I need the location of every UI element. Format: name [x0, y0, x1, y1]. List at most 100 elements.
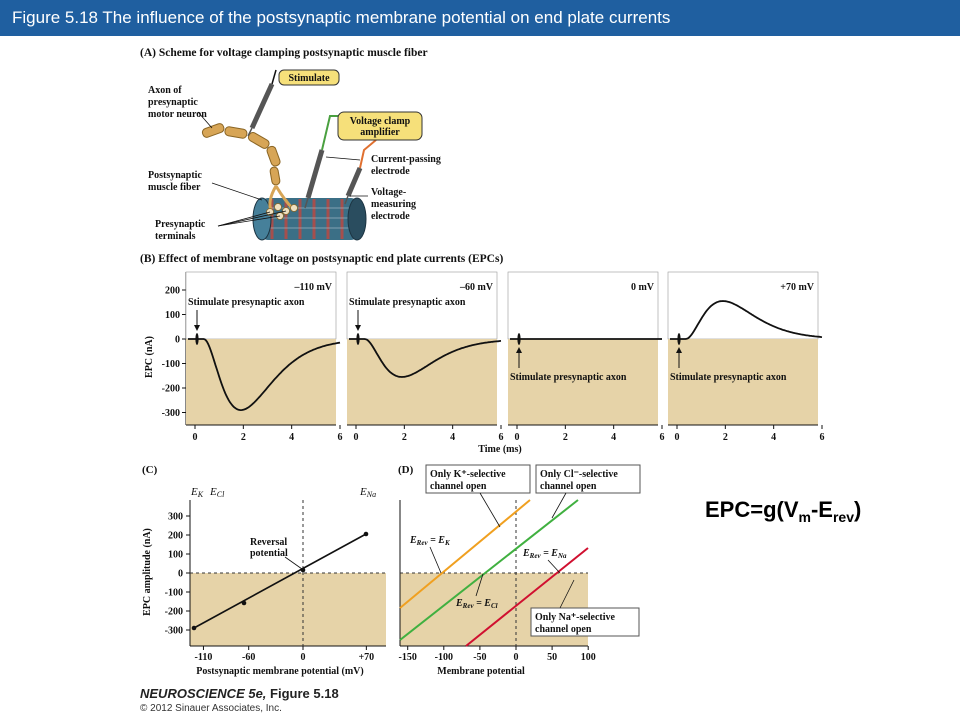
current-label-1: Current-passing [371, 154, 441, 165]
stimulate-label: Stimulate presynaptic axon [188, 297, 305, 308]
x-tick-label: 6 [820, 432, 825, 443]
y-tick-label: 0 [175, 335, 180, 346]
ena-label: ENa [359, 486, 376, 499]
y-tick-label: 200 [168, 531, 183, 542]
panel-d-ticks: -150 -100 -50 0 50 100 [399, 646, 596, 663]
epc-trace [349, 338, 502, 378]
copyright: © 2012 Sinauer Associates, Inc. [140, 703, 282, 714]
x-tick-label: 4 [450, 432, 455, 443]
x-tick-label: 0 [514, 652, 519, 663]
book-credit: NEUROSCIENCE 5e, Figure 5.18 [140, 686, 339, 701]
ecl-label: ECl [209, 486, 225, 499]
epc-panel-lower-bg [347, 339, 497, 425]
stimulus-artifact [195, 333, 199, 345]
y-tick-label: 0 [178, 569, 183, 580]
panel-c-title: (C) [142, 464, 158, 476]
stimulus-artifact [677, 333, 681, 345]
x-tick-label: 0 [675, 432, 680, 443]
x-tick-label: 0 [515, 432, 520, 443]
na-box-pointer [559, 579, 575, 609]
x-tick-label: -50 [473, 652, 486, 663]
current-label-2: electrode [371, 166, 410, 177]
x-tick-label: 50 [547, 652, 557, 663]
axon [201, 123, 296, 213]
k-box-line-1: Only K⁺-selective [430, 469, 506, 480]
equation-suffix: ) [854, 497, 862, 522]
figure-title: Figure 5.18 The influence of the postsyn… [12, 8, 671, 27]
equation-prefix: EPC=g(V [705, 497, 799, 522]
voltage-label: +70 mV [780, 282, 815, 293]
x-tick-label: 6 [499, 432, 504, 443]
voltage-clamp-box [337, 111, 423, 141]
book-title: NEUROSCIENCE 5e, [140, 686, 267, 701]
x-tick-label: -110 [195, 652, 213, 663]
panel-c-iv-line [193, 533, 367, 629]
erev-cl-arrow [475, 573, 484, 597]
epc-panel-3: 0 2 4 6 0 mV Stimulate presynaptic axon [507, 271, 665, 443]
equation-mid: -E [810, 497, 833, 522]
na-box-line-1: Only Na⁺-selective [535, 612, 616, 623]
panel-c-point-ecl [241, 600, 247, 606]
x-tick-label: -150 [399, 652, 417, 663]
erev-k-label: ERev = EK [409, 535, 451, 547]
stimulating-electrode [247, 69, 277, 137]
volt-label-3: electrode [371, 211, 410, 222]
pre-label-2: terminals [155, 231, 196, 242]
y-tick-label: -300 [162, 408, 180, 419]
stimulus-artifact [517, 333, 521, 345]
panel-c-xlabel: Postsynaptic membrane potential (mV) [196, 666, 363, 677]
book-figure: Figure 5.18 [266, 686, 339, 701]
erev-k-arrow [429, 546, 442, 574]
voltage-label: –110 mV [294, 282, 333, 293]
panel-c-negative-region [190, 573, 386, 646]
epc-panel-upper-bg [346, 271, 498, 340]
epc-panel-upper-bg [507, 271, 659, 340]
y-tick-label: -100 [162, 359, 180, 370]
panel-b-xlabel: Time (ms) [478, 444, 521, 455]
k-box-pointer [479, 492, 501, 528]
x-tick-label: -100 [435, 652, 453, 663]
epc-trace [670, 300, 823, 340]
epc-panel-lower-bg [186, 339, 336, 425]
stimulate-label: Stimulate presynaptic axon [670, 372, 787, 383]
x-tick-label: 4 [289, 432, 294, 443]
erev-cl-label: ERev = ECl [455, 598, 498, 610]
cl-box-line-1: Only Cl⁻-selective [540, 469, 618, 480]
panel-d-xlabel: Membrane potential [437, 666, 525, 677]
epc-panel-4: 0 2 4 6 +70 mV Stimulate presynaptic axon [667, 271, 825, 443]
reversal-label-2: potential [250, 548, 288, 559]
stimulate-label: Stimulate [288, 73, 330, 84]
cl-selective-box [535, 464, 641, 494]
stimulate-label: Stimulate presynaptic axon [510, 372, 627, 383]
x-tick-label: 6 [660, 432, 665, 443]
stimulate-box [278, 69, 340, 86]
post-label-2: muscle fiber [148, 182, 201, 193]
na-selective-line [465, 547, 589, 647]
voltage-label: 0 mV [631, 282, 655, 293]
x-tick-label: -60 [242, 652, 255, 663]
cl-box-line-2: channel open [540, 481, 597, 492]
k-box-line-2: channel open [430, 481, 487, 492]
epc-trace [188, 338, 341, 412]
na-box-line-2: channel open [535, 624, 592, 635]
x-tick-label: 2 [241, 432, 246, 443]
x-tick-label: 6 [338, 432, 343, 443]
na-selective-box [530, 607, 640, 637]
voltage-clamp-label-1: Voltage clamp [350, 116, 411, 127]
epc-equation: EPC=g(Vm-Erev) [705, 497, 861, 525]
panel-b-traces: 0 2 4 6 –110 mV Stimulate presynaptic axon 0 2 4… [185, 271, 825, 443]
y-tick-label: 100 [168, 550, 183, 561]
erev-na-label: ERev = ENa [522, 548, 567, 560]
reversal-arrow [284, 556, 303, 570]
x-tick-label: 4 [611, 432, 616, 443]
panel-c-ticks: 300 200 100 0 -100 -200 -300 -110 -60 0 +70 [165, 512, 375, 664]
panel-a-leaders [197, 111, 368, 227]
y-tick-label: 200 [165, 286, 180, 297]
epc-panel-1: 0 2 4 6 –110 mV Stimulate presynaptic axon [185, 271, 343, 443]
x-tick-label: 0 [301, 652, 306, 663]
x-tick-label: +70 [358, 652, 374, 663]
y-tick-label: -200 [162, 384, 180, 395]
reversal-label-1: Reversal [250, 537, 287, 548]
x-tick-label: 2 [723, 432, 728, 443]
x-tick-label: 100 [581, 652, 596, 663]
